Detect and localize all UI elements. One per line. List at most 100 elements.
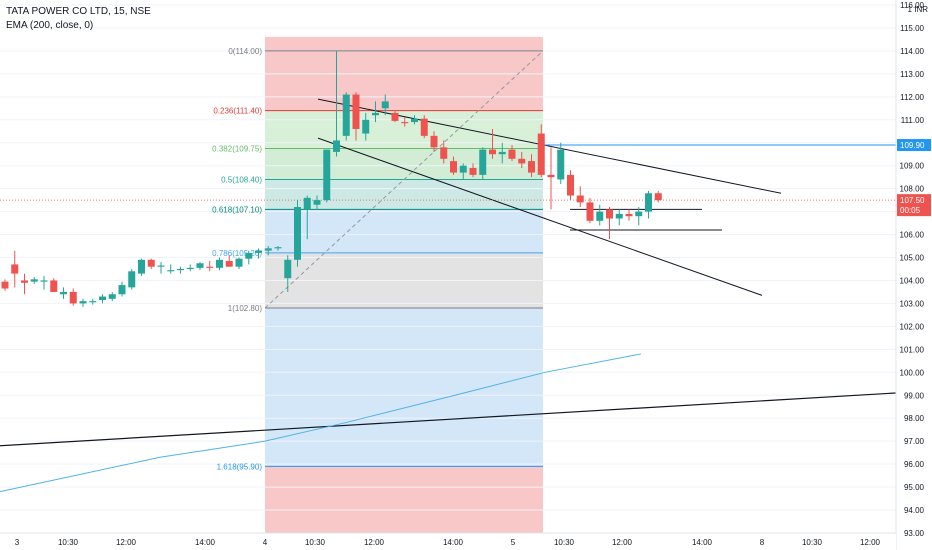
candle-body <box>411 118 418 123</box>
price-tick-label: 105.00 <box>900 254 925 263</box>
fib-band <box>265 179 543 210</box>
candle-body <box>489 149 496 155</box>
candle-up <box>323 149 331 203</box>
price-tick-label: 93.00 <box>904 529 925 538</box>
candle-up <box>79 298 87 307</box>
candle-body <box>303 197 311 210</box>
fib-trend-line <box>264 50 544 309</box>
candle-up <box>303 195 311 240</box>
candle-body <box>225 260 233 267</box>
time-tick-label: 10:30 <box>305 538 326 547</box>
candle-up <box>557 142 565 185</box>
candle-body <box>362 119 370 134</box>
price-tick-label: 100.00 <box>900 368 925 377</box>
candle-up <box>108 291 116 302</box>
candle-body <box>138 259 145 274</box>
candle-body <box>391 112 399 121</box>
candle-down <box>625 209 633 221</box>
candle-body <box>557 149 565 180</box>
candle-down <box>440 140 448 164</box>
candle-up <box>645 190 652 219</box>
candle-body <box>615 213 623 219</box>
candle-down <box>654 190 662 203</box>
candle-up <box>342 92 350 141</box>
fib-band <box>265 36 543 51</box>
candle-body <box>450 161 457 173</box>
candle-up <box>596 204 604 226</box>
time-tick-label: 12:00 <box>364 538 385 547</box>
candle-body <box>372 112 379 116</box>
candle-up <box>138 258 145 276</box>
price-axis-bg <box>896 0 932 550</box>
candle-body <box>576 195 584 203</box>
candle-body <box>274 247 282 249</box>
candle-body <box>547 174 555 178</box>
candle-down <box>586 197 594 224</box>
candle-up <box>264 246 272 256</box>
indicator-legend[interactable]: EMA (200, close, 0) <box>6 20 94 31</box>
candle-body <box>323 149 331 201</box>
candle-body <box>40 280 48 282</box>
candle-up <box>177 266 184 274</box>
candle-up <box>99 294 106 304</box>
time-tick-label: 5 <box>511 538 516 547</box>
fib-level-label: 0.786(105.20) <box>212 249 262 258</box>
candle-down <box>537 124 545 178</box>
candle-body <box>459 165 467 173</box>
candle-down <box>567 170 574 201</box>
fibonacci-bands <box>265 36 543 533</box>
candle-body <box>30 279 38 282</box>
time-tick-label: 14:00 <box>692 538 713 547</box>
price-tick-label: 111.00 <box>901 116 925 125</box>
candle-down <box>69 288 77 306</box>
candle-body <box>108 294 116 299</box>
price-axis: 93.00 94.00 95.00 96.00 97.00 98.00 99.00 100.0… <box>895 0 932 550</box>
ema-line <box>0 353 642 493</box>
candle-up <box>186 264 194 272</box>
candle-body <box>235 258 243 267</box>
symbol-title[interactable]: TATA POWER CO LTD, 15, NSE <box>6 6 151 17</box>
candle-down <box>547 147 555 210</box>
level-price-badge <box>897 139 931 152</box>
candle-body <box>430 135 438 148</box>
candle-body <box>294 207 301 260</box>
candle-down <box>50 278 58 292</box>
last-price-text: 107.50 <box>900 196 925 205</box>
time-tick-label: 10:30 <box>554 538 575 547</box>
price-tick-label: 97.00 <box>904 437 925 446</box>
candle-body <box>420 118 428 136</box>
price-tick-label: 115.00 <box>900 24 924 33</box>
candle-down <box>147 258 155 269</box>
candle-body <box>479 149 487 175</box>
candle-up <box>216 257 223 271</box>
candle-up <box>498 142 506 164</box>
time-axis-bg <box>0 533 896 550</box>
candle-body <box>342 94 350 136</box>
candle-body <box>1 281 9 289</box>
candle-body <box>50 280 58 292</box>
candle-body <box>567 174 574 196</box>
candle-body <box>79 301 87 304</box>
candle-body <box>401 122 409 124</box>
time-tick-label: 8 <box>760 538 765 547</box>
candle-up <box>255 248 262 259</box>
fib-level-label: 0.618(107.10) <box>212 205 262 214</box>
candle-down <box>469 163 477 178</box>
candles <box>1 50 662 307</box>
long-trendline <box>0 392 897 447</box>
price-tick-label: 99.00 <box>904 391 925 400</box>
candle-up <box>381 94 389 116</box>
candle-body <box>645 193 652 212</box>
candle-body <box>177 269 184 271</box>
candle-down <box>576 186 584 208</box>
last-price-badge <box>897 194 931 217</box>
price-tick-label: 114.00 <box>900 47 924 56</box>
price-tick-label: 108.00 <box>900 185 925 194</box>
candle-down <box>11 250 19 288</box>
candle-body <box>625 213 633 217</box>
currency-label: 1 INR <box>908 5 929 14</box>
candle-up <box>274 246 282 251</box>
candle-body <box>196 263 204 268</box>
candle-down <box>206 260 214 272</box>
